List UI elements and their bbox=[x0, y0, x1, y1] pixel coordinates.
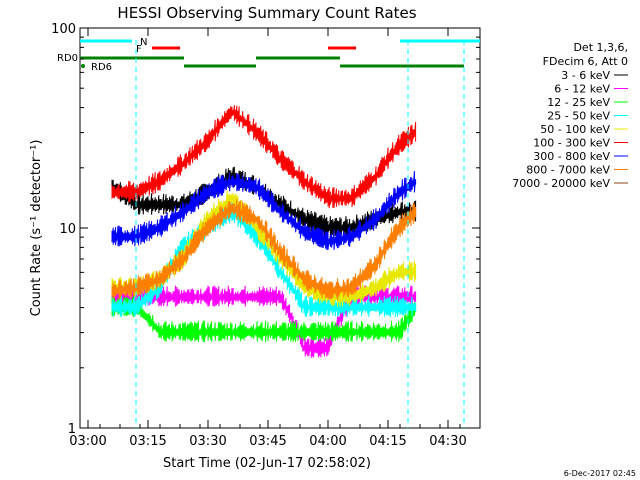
series-line-8 bbox=[111, 198, 417, 300]
series-line-6 bbox=[111, 105, 417, 209]
legend-label-3: 12 - 25 keV bbox=[547, 96, 610, 109]
x-axis-label: Start Time (02-Jun-17 02:58:02) bbox=[163, 456, 371, 471]
rd6-label: RD6 bbox=[91, 62, 112, 73]
legend-label-9: 7000 - 20000 keV bbox=[512, 177, 610, 190]
rd0-label: RD0 bbox=[57, 53, 78, 64]
series-3 bbox=[111, 295, 417, 343]
timestamp: 6-Dec-2017 02:45 bbox=[564, 469, 636, 478]
y-tick-label-2: 100 bbox=[51, 22, 76, 37]
legend-label-6: 100 - 300 keV bbox=[533, 137, 610, 150]
n-flag-label: N bbox=[140, 37, 147, 48]
x-tick-label-4: 04:00 bbox=[309, 434, 346, 449]
x-axis: 03:00 03:15 03:30 03:45 04:00 04:15 04:30 bbox=[69, 28, 481, 449]
x-tick-label-3: 03:45 bbox=[249, 434, 286, 449]
chart-title: HESSI Observing Summary Count Rates bbox=[117, 4, 416, 22]
legend-label-1: 3 - 6 keV bbox=[561, 69, 610, 82]
legend-label-2: 6 - 12 keV bbox=[554, 83, 610, 96]
y-tick-label-1: 10 bbox=[59, 222, 76, 237]
y-axis: 1 10 100 bbox=[51, 22, 480, 437]
series-8 bbox=[111, 198, 417, 300]
rd6-marker bbox=[81, 64, 85, 68]
series-line-7 bbox=[111, 170, 417, 251]
legend-label-7: 300 - 800 keV bbox=[533, 150, 610, 163]
series-line-3 bbox=[111, 295, 417, 343]
plot-area: NF RD0 RD6 bbox=[57, 27, 481, 429]
x-tick-label-2: 03:30 bbox=[189, 434, 226, 449]
legend-header-0: Det 1,3,6, bbox=[573, 41, 628, 54]
x-tick-label-6: 04:30 bbox=[429, 434, 466, 449]
f-flag-label: F bbox=[136, 44, 142, 55]
y-tick-label-0: 1 bbox=[68, 422, 76, 437]
series-6 bbox=[111, 105, 417, 209]
x-tick-label-0: 03:00 bbox=[69, 434, 106, 449]
legend-header-1: FDecim 6, Att 0 bbox=[543, 55, 628, 68]
y-axis-label: Count Rate (s⁻¹ detector⁻¹) bbox=[29, 140, 44, 317]
x-tick-label-1: 03:15 bbox=[129, 434, 166, 449]
legend-label-5: 50 - 100 keV bbox=[540, 123, 610, 136]
legend-label-4: 25 - 50 keV bbox=[547, 110, 610, 123]
x-tick-label-5: 04:15 bbox=[369, 434, 406, 449]
legend-label-8: 800 - 7000 keV bbox=[526, 164, 610, 177]
series-7 bbox=[111, 170, 417, 251]
